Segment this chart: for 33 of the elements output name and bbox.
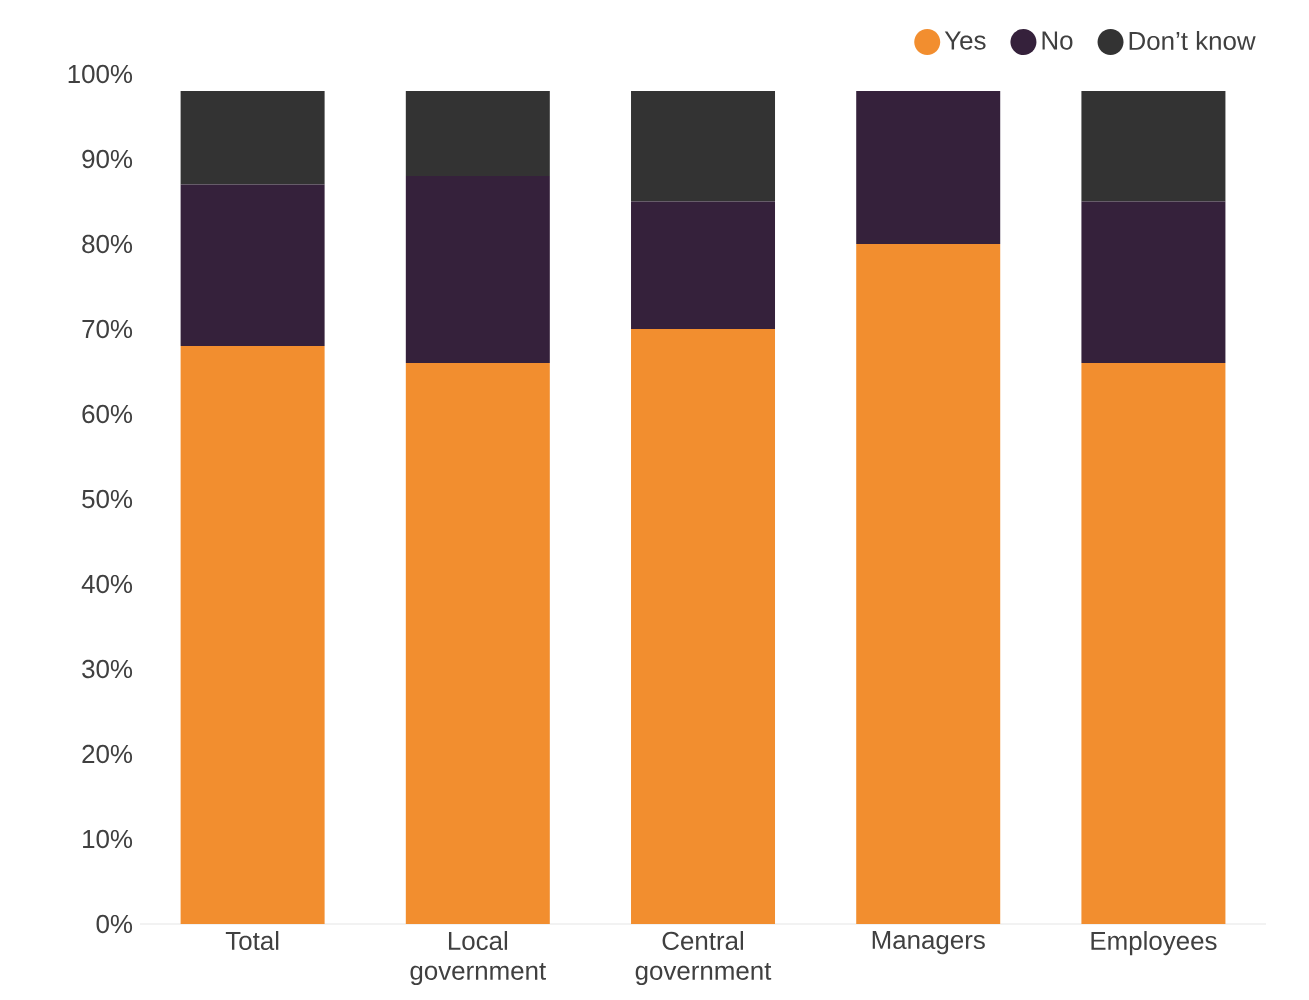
y-tick-label: 100% [68,64,133,84]
x-tick-label: Employees [1091,931,1217,956]
bar [405,175,550,363]
bar [1081,201,1226,363]
y-tick-label: 80% [82,234,133,254]
y-tick-label: 30% [82,659,133,679]
y-tick-label: 90% [82,149,133,169]
bar [631,328,776,924]
bar [180,90,325,185]
bar [631,201,776,329]
legend-label: Don’t know [1129,31,1256,51]
x-tick-label: Central government [635,931,772,986]
bar [631,90,776,202]
bar [1081,90,1226,202]
y-tick-label: 50% [82,489,133,509]
bar [405,362,550,924]
y-tick-label: 70% [82,319,133,339]
y-tick-label: 0% [96,914,133,934]
bar [405,90,550,176]
x-tick-label: Total [225,931,279,951]
y-tick-label: 20% [82,744,133,764]
bar [856,90,1001,244]
legend-label: No [1042,31,1073,50]
y-tick-label: 60% [82,404,133,424]
bar [180,184,325,346]
x-tick-label: Local government [410,931,546,986]
x-tick-label: Managers [872,931,985,955]
y-tick-label: 40% [81,574,133,594]
y-tick-label: 10% [83,829,133,849]
bar [180,345,325,924]
bar [856,243,1001,924]
bar [1081,362,1226,924]
legend-label: Yes [944,31,986,50]
